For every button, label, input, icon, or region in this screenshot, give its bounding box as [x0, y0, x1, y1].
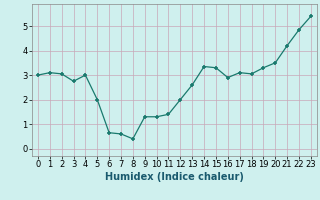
X-axis label: Humidex (Indice chaleur): Humidex (Indice chaleur)	[105, 172, 244, 182]
